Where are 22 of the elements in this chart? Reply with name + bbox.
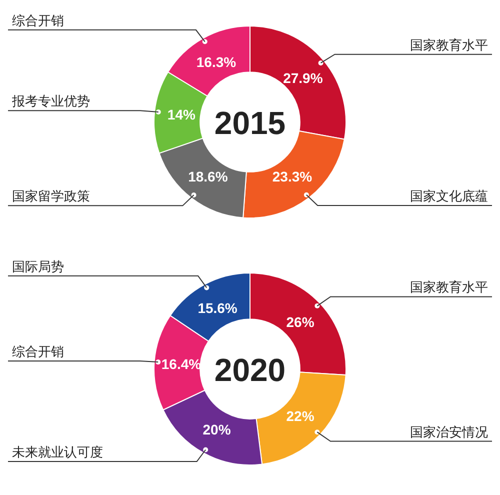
data-label: 27.9% [283, 70, 324, 86]
text: 2020 [214, 352, 286, 388]
data-label: 16.4% [161, 356, 202, 372]
data-label: 23.3% [272, 168, 313, 185]
slice-label: 国家教育水平 [410, 280, 488, 295]
slice-label: 国家文化底蕴 [410, 188, 488, 204]
slice-label: 国际局势 [12, 258, 64, 274]
text: 2015 [214, 105, 286, 141]
data-label: 20% [202, 421, 232, 438]
data-label: 16.3% [196, 54, 237, 70]
slice-label: 综合开销 [12, 344, 64, 360]
data-label: 15.6% [198, 300, 238, 316]
slice-label: 未来就业认可度 [12, 444, 103, 460]
slice-label: 国家教育水平 [410, 37, 488, 52]
data-label: 18.6% [188, 168, 228, 185]
slice-label: 国家治安情况 [410, 424, 488, 440]
slice-label: 综合开销 [12, 12, 64, 28]
data-label: 22% [286, 408, 315, 424]
data-label: 26% [286, 314, 315, 330]
slice-label: 国家留学政策 [12, 188, 90, 204]
data-label: 14% [167, 106, 196, 123]
slice-label: 报考专业优势 [11, 94, 90, 109]
